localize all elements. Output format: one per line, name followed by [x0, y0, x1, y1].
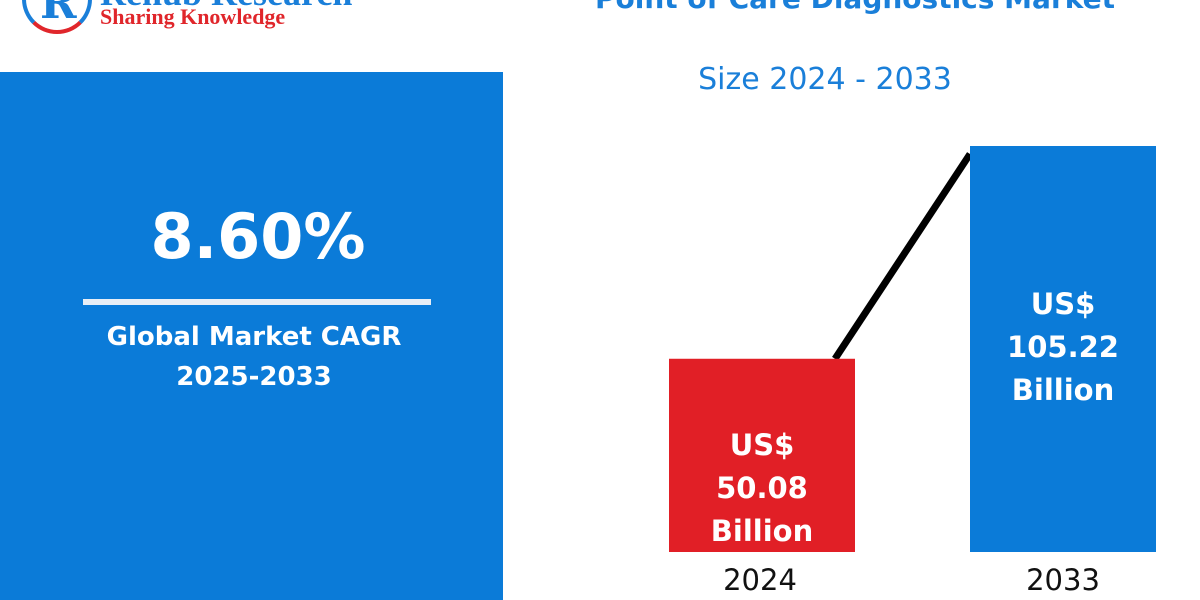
logo-name: Renub Research: [100, 0, 352, 14]
bar-label-suffix: Billion: [710, 513, 814, 548]
chart-subtitle: Size 2024 - 2033: [698, 62, 952, 97]
x-tick-2024: 2024: [723, 563, 797, 597]
logo-tagline: Sharing Knowledge: [100, 4, 286, 29]
bar-label-value: 50.08: [716, 470, 808, 505]
divider: [83, 299, 431, 305]
cagr-label: Global Market CAGR: [106, 322, 402, 352]
bar-2024: [669, 358, 855, 552]
bar-label-prefix: US$: [1030, 287, 1096, 321]
bar-label-prefix: US$: [729, 427, 795, 462]
bar-label-2033: US$ 105.22 Billion: [970, 283, 1156, 412]
bar-label-suffix: Billion: [1011, 373, 1115, 407]
cagr-panel: [0, 72, 503, 600]
cagr-value: 8.60%: [150, 200, 366, 273]
cagr-period: 2025-2033: [176, 362, 332, 392]
bar-2033: [970, 146, 1156, 552]
bar-label-2024: US$ 50.08 Billion: [669, 424, 855, 553]
x-tick-2033: 2033: [1026, 563, 1100, 597]
bar-label-value: 105.22: [1007, 330, 1119, 364]
trend-line: [832, 152, 973, 361]
logo-letter: R: [40, 0, 77, 29]
chart-title: Point of Care Diagnostics Market: [560, 0, 1150, 15]
